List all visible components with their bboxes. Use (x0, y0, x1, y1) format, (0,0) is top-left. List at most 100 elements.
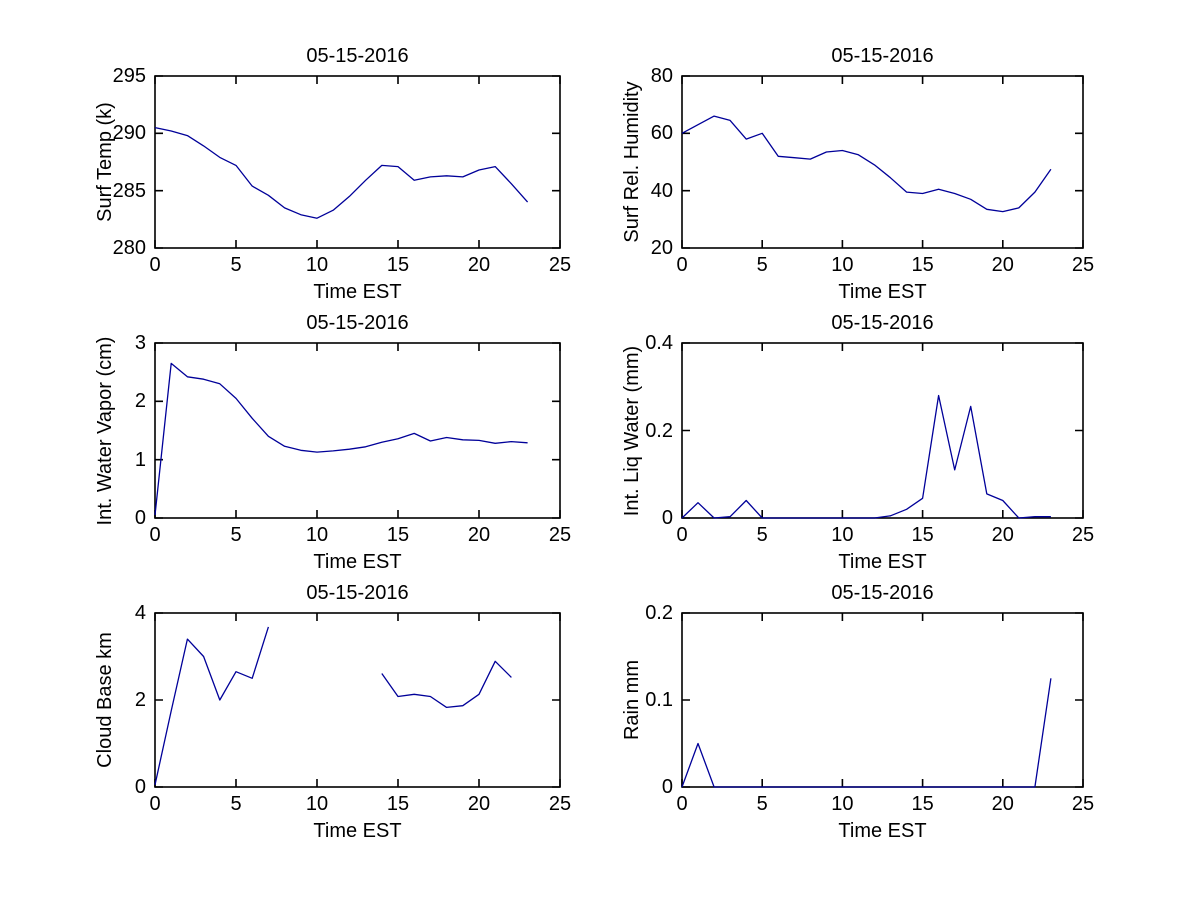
x-axis-label: Time EST (838, 820, 927, 842)
x-tick-label: 10 (831, 524, 854, 546)
x-tick-label: 0 (149, 524, 161, 546)
x-tick-label: 25 (548, 793, 572, 815)
plot-title: 05-15-2016 (831, 582, 934, 604)
y-tick-label: 0.1 (645, 689, 673, 711)
subplot-surf-temp: 05-15-2016 Surf Temp (k) Time EST 0 5 10 15 20 2… (94, 45, 571, 303)
y-tick-label: 3 (134, 332, 146, 354)
x-tick-label: 15 (386, 793, 410, 815)
y-axis-label: Int. Water Vapor (cm) (94, 336, 116, 525)
tick-marks (154, 75, 561, 249)
tick-marks (154, 612, 561, 788)
subplot-int-water-vapor: 05-15-2016 Int. Water Vapor (cm) Time EST 0… (94, 312, 571, 573)
plot-area (154, 342, 561, 519)
x-tick-label: 0 (149, 254, 161, 276)
y-tick-label: 0 (661, 776, 673, 798)
y-tick-label: 60 (650, 122, 673, 145)
x-tick-label: 0 (149, 793, 161, 815)
data-line (681, 115, 1052, 213)
data-line (154, 626, 270, 785)
y-tick-label: 20 (650, 237, 673, 259)
y-tick-label: 0 (661, 507, 673, 529)
x-axis-label: Time EST (313, 551, 402, 573)
x-tick-label: 5 (756, 254, 768, 276)
x-tick-label: 0 (676, 524, 688, 546)
plot-title: 05-15-2016 (831, 312, 934, 334)
plot-area (681, 612, 1084, 788)
x-tick-label: 5 (230, 254, 242, 276)
subplot-rain: 05-15-2016 Rain mm Time EST 0 5 10 15 20 25 0 0.1 0… (621, 582, 1094, 842)
y-axis-label: Cloud Base km (94, 632, 116, 768)
x-tick-label: 10 (831, 793, 854, 815)
plot-area (681, 75, 1084, 249)
y-tick-label: 80 (650, 65, 673, 87)
data-line (681, 394, 1051, 519)
x-tick-label: 15 (911, 524, 934, 546)
y-axis-label: Rain mm (621, 659, 643, 741)
axes-box (154, 75, 561, 249)
x-tick-label: 10 (831, 254, 854, 276)
data-line (154, 362, 528, 516)
plot-title: 05-15-2016 (306, 45, 409, 67)
y-tick-label: 285 (112, 179, 146, 202)
x-tick-label: 0 (676, 793, 688, 815)
y-axis-label: Surf Temp (k) (94, 102, 116, 222)
axes-box (681, 612, 1084, 788)
x-tick-label: 15 (386, 524, 410, 546)
data-line (681, 678, 1052, 788)
x-tick-label: 25 (548, 524, 572, 546)
y-tick-label: 0 (134, 507, 146, 529)
subplot-cloud-base: 05-15-2016 Cloud Base km Time EST 0 5 10 15 20 2… (94, 582, 571, 842)
x-axis-label: Time EST (838, 551, 927, 573)
x-tick-label: 5 (230, 524, 242, 546)
x-tick-label: 5 (230, 793, 242, 815)
y-tick-label: 0.2 (645, 602, 673, 624)
x-tick-label: 20 (467, 524, 491, 546)
axes-box (154, 612, 561, 788)
y-tick-label: 0.4 (645, 332, 673, 354)
y-tick-label: 2 (134, 390, 146, 413)
plot-area (154, 612, 561, 788)
y-axis-label: Int. Liq Water (mm) (621, 345, 643, 516)
plot-title: 05-15-2016 (306, 312, 409, 334)
x-tick-label: 15 (911, 254, 934, 276)
y-tick-label: 280 (112, 237, 146, 259)
plot-area (154, 75, 561, 249)
x-tick-label: 15 (386, 254, 410, 276)
x-tick-label: 25 (548, 254, 572, 276)
x-tick-label: 0 (676, 254, 688, 276)
y-tick-label: 40 (650, 179, 673, 202)
y-tick-label: 0 (134, 776, 146, 798)
x-tick-label: 20 (467, 793, 491, 815)
x-tick-label: 5 (756, 524, 768, 546)
x-axis-label: Time EST (838, 281, 927, 303)
x-tick-label: 15 (911, 793, 934, 815)
x-tick-label: 10 (305, 254, 329, 276)
x-tick-label: 20 (991, 524, 1014, 546)
y-tick-label: 295 (112, 65, 146, 87)
tick-marks (681, 612, 1084, 788)
y-tick-label: 4 (134, 602, 146, 624)
subplot-int-liq-water: 05-15-2016 Int. Liq Water (mm) Time EST 0 5 1… (621, 312, 1094, 573)
x-tick-label: 20 (467, 254, 491, 276)
y-tick-label: 1 (134, 448, 146, 471)
x-tick-label: 25 (1071, 793, 1095, 815)
y-tick-label: 0.2 (645, 419, 673, 442)
tick-marks (681, 75, 1084, 249)
tick-marks (681, 342, 1084, 519)
y-axis-label: Surf Rel. Humidity (621, 81, 643, 243)
plot-title: 05-15-2016 (831, 45, 934, 67)
x-axis-label: Time EST (313, 281, 402, 303)
x-tick-label: 10 (305, 524, 329, 546)
x-tick-label: 25 (1071, 254, 1095, 276)
x-tick-label: 25 (1071, 524, 1095, 546)
x-tick-label: 20 (991, 793, 1014, 815)
x-tick-label: 5 (756, 793, 768, 815)
axes-box (681, 75, 1084, 249)
y-tick-label: 290 (112, 122, 146, 145)
subplot-surf-rel-humidity: 05-15-2016 Surf Rel. Humidity Time EST 0 5 10… (621, 45, 1094, 303)
axes-box (681, 342, 1084, 519)
plot-title: 05-15-2016 (306, 582, 409, 604)
y-tick-label: 2 (134, 689, 146, 711)
tick-marks (154, 342, 561, 519)
data-line (154, 126, 529, 219)
